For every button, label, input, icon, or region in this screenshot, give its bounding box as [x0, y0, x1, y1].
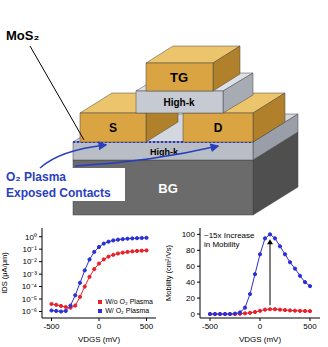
svg-text:MoS₂: MoS₂	[6, 28, 39, 43]
svg-text:-500: -500	[43, 322, 60, 331]
html-text:W/ O₂ Plasma: W/ O₂ Plasma	[105, 307, 150, 314]
svg-text:20: 20	[186, 294, 195, 303]
svg-text:IDS (μA/μm): IDS (μA/μm)	[0, 252, 9, 294]
svg-text:10⁻⁵: 10⁻⁵	[22, 295, 37, 304]
svg-text:60: 60	[186, 262, 195, 271]
svg-text:High-k: High-k	[163, 97, 195, 108]
html-text:~15x Increase in Mobility: ~15x Increase in Mobility	[204, 231, 255, 249]
svg-text:VDGS (mV): VDGS (mV)	[239, 335, 282, 344]
svg-text:-500: -500	[202, 322, 219, 331]
svg-text:TG: TG	[170, 70, 188, 85]
svg-text:S: S	[109, 121, 117, 135]
html-text:W/o O₂ Plasma: W/o O₂ Plasma	[105, 298, 153, 305]
svg-text:100: 100	[182, 230, 196, 239]
svg-text:BG: BG	[158, 181, 178, 196]
svg-text:10⁻³: 10⁻³	[22, 270, 37, 279]
svg-text:0: 0	[97, 322, 102, 331]
svg-text:Exposed Contacts: Exposed Contacts	[6, 186, 111, 200]
svg-text:High-k: High-k	[150, 147, 178, 157]
svg-text:80: 80	[186, 246, 195, 255]
svg-text:0: 0	[258, 322, 263, 331]
svg-text:10⁻⁶: 10⁻⁶	[22, 307, 37, 316]
svg-text:10⁻²: 10⁻²	[22, 257, 37, 266]
svg-text:Mobility (cm²/Vs): Mobility (cm²/Vs)	[164, 245, 173, 301]
svg-text:500: 500	[303, 322, 317, 331]
svg-text:10⁻⁴: 10⁻⁴	[22, 282, 38, 291]
svg-text:500: 500	[140, 322, 154, 331]
svg-text:O₂ Plasma: O₂ Plasma	[6, 170, 66, 184]
svg-text:VDGS (mV): VDGS (mV)	[78, 335, 121, 344]
svg-text:40: 40	[186, 278, 195, 287]
svg-text:D: D	[214, 121, 223, 135]
svg-text:0: 0	[191, 310, 196, 319]
svg-text:10⁰: 10⁰	[25, 233, 37, 242]
svg-text:10⁻¹: 10⁻¹	[22, 245, 37, 254]
